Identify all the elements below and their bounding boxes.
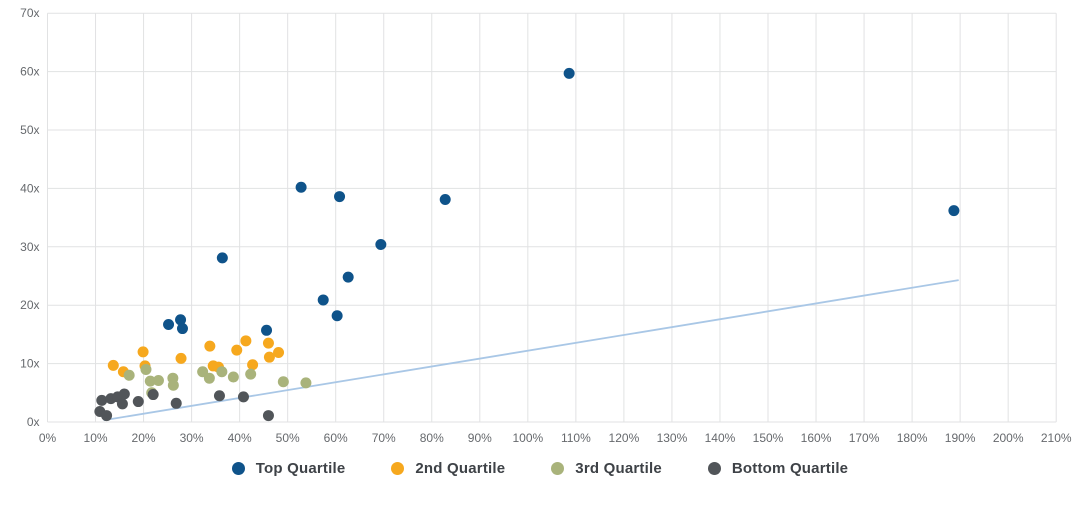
- data-point-top-quartile: [375, 238, 387, 250]
- x-axis-tick-label: 60%: [324, 431, 348, 445]
- legend-label-top-quartile: Top Quartile: [255, 460, 346, 477]
- x-axis-tick-label: 120%: [609, 431, 640, 445]
- data-point-top-quartile: [295, 181, 307, 193]
- data-point-top-quartile: [176, 323, 188, 335]
- x-axis-tick-label: 10%: [84, 431, 108, 445]
- y-axis-tick-label: 20x: [20, 298, 39, 312]
- x-axis-tick-label: 160%: [801, 431, 832, 445]
- legend-item-2nd-quartile: 2nd Quartile: [391, 460, 505, 477]
- legend-label-3rd-quartile: 3rd Quartile: [575, 460, 662, 477]
- x-axis-tick-label: 30%: [180, 431, 204, 445]
- data-point-3rd-quartile: [245, 368, 257, 380]
- x-axis-tick-label: 130%: [657, 431, 688, 445]
- data-point-2nd-quartile: [240, 335, 252, 347]
- data-point-bottom-quartile: [213, 390, 225, 402]
- legend-label-bottom-quartile: Bottom Quartile: [731, 460, 849, 477]
- y-axis-tick-label: 60x: [20, 65, 39, 79]
- y-axis-tick-label: 40x: [20, 181, 39, 195]
- x-axis-tick-label: 200%: [993, 431, 1024, 445]
- x-axis-tick-label: 40%: [228, 431, 252, 445]
- y-axis-tick-label: 70x: [20, 6, 39, 20]
- data-point-bottom-quartile: [116, 398, 128, 410]
- data-point-3rd-quartile: [140, 363, 152, 375]
- x-axis-tick-label: 70%: [372, 431, 396, 445]
- data-point-3rd-quartile: [216, 366, 228, 378]
- data-point-bottom-quartile: [237, 391, 249, 403]
- x-axis-tick-label: 100%: [512, 431, 543, 445]
- data-point-bottom-quartile: [147, 389, 159, 401]
- x-axis-tick-label: 180%: [897, 431, 928, 445]
- legend-item-3rd-quartile: 3rd Quartile: [551, 460, 662, 477]
- data-point-bottom-quartile: [96, 394, 108, 406]
- data-point-3rd-quartile: [227, 371, 239, 383]
- data-point-3rd-quartile: [167, 379, 179, 391]
- data-point-3rd-quartile: [152, 375, 164, 387]
- data-point-top-quartile: [439, 193, 451, 205]
- x-axis-tick-label: 140%: [705, 431, 736, 445]
- data-point-top-quartile: [175, 314, 187, 326]
- x-axis-tick-label: 150%: [753, 431, 784, 445]
- data-point-2nd-quartile: [247, 359, 259, 371]
- data-point-2nd-quartile: [175, 352, 187, 364]
- data-point-top-quartile: [342, 271, 354, 283]
- data-point-2nd-quartile: [137, 346, 149, 358]
- x-axis-tick-label: 190%: [945, 431, 976, 445]
- data-point-2nd-quartile: [231, 344, 243, 356]
- x-axis-tick-label: 90%: [468, 431, 492, 445]
- legend-label-2nd-quartile: 2nd Quartile: [415, 460, 506, 477]
- legend-dot-2nd-quartile: [391, 462, 405, 475]
- data-point-bottom-quartile: [170, 397, 182, 409]
- x-axis-tick-label: 20%: [132, 431, 156, 445]
- data-point-2nd-quartile: [262, 337, 274, 349]
- data-point-bottom-quartile: [132, 396, 144, 408]
- legend-item-top-quartile: Top Quartile: [231, 460, 346, 477]
- data-point-2nd-quartile: [107, 359, 119, 371]
- data-point-2nd-quartile: [273, 347, 285, 359]
- legend-dot-3rd-quartile: [551, 462, 565, 475]
- data-point-top-quartile: [563, 67, 575, 79]
- x-axis-tick-label: 210%: [1041, 431, 1072, 445]
- y-axis-tick-label: 10x: [20, 357, 39, 371]
- data-point-2nd-quartile: [204, 340, 216, 352]
- data-point-top-quartile: [948, 205, 960, 217]
- data-point-top-quartile: [334, 191, 346, 203]
- data-point-3rd-quartile: [300, 377, 312, 389]
- data-point-bottom-quartile: [262, 410, 274, 422]
- data-point-top-quartile: [331, 310, 343, 322]
- data-point-2nd-quartile: [263, 351, 275, 363]
- x-axis-tick-label: 50%: [276, 431, 300, 445]
- legend-item-bottom-quartile: Bottom Quartile: [707, 460, 849, 477]
- x-axis-tick-label: 170%: [849, 431, 880, 445]
- legend-dot-top-quartile: [231, 462, 245, 475]
- data-point-top-quartile: [216, 252, 228, 264]
- x-axis-tick-label: 80%: [420, 431, 444, 445]
- plot-area: 0% 10% 20% 30% 40% 50% 60% 70% 80% 90% 100% 110% 120…: [20, 6, 1072, 445]
- data-point-top-quartile: [261, 324, 273, 336]
- y-axis-tick-label: 50x: [20, 123, 39, 137]
- data-point-3rd-quartile: [277, 376, 289, 388]
- data-point-top-quartile: [317, 294, 329, 306]
- data-point-top-quartile: [163, 318, 175, 330]
- data-point-bottom-quartile: [118, 388, 130, 400]
- data-point-3rd-quartile: [203, 372, 215, 384]
- legend-dot-bottom-quartile: [707, 462, 721, 475]
- data-point-3rd-quartile: [144, 375, 156, 387]
- chart-legend: Top Quartile 2nd Quartile 3rd Quartile Bott…: [0, 460, 1080, 477]
- y-axis-tick-label: 0x: [27, 415, 40, 429]
- data-point-bottom-quartile: [101, 410, 113, 422]
- x-axis-tick-label: 0%: [39, 431, 57, 445]
- x-axis-tick-label: 110%: [561, 431, 591, 445]
- data-point-3rd-quartile: [123, 369, 135, 381]
- y-axis-tick-label: 30x: [20, 240, 39, 254]
